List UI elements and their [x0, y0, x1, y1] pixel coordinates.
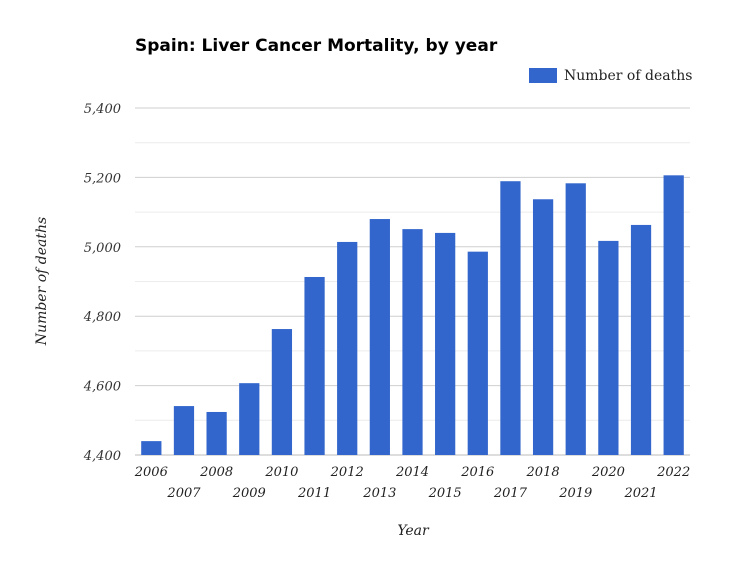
- x-tick-label: 2016: [460, 465, 494, 480]
- legend-swatch: [529, 68, 557, 83]
- x-tick-label: 2007: [166, 486, 201, 501]
- bar-2007: [173, 406, 195, 455]
- y-tick-label: 4,400: [83, 449, 121, 464]
- x-tick-label: 2022: [656, 465, 690, 480]
- legend-label: Number of deaths: [564, 68, 692, 84]
- bar-2009: [239, 383, 260, 455]
- bar-2018: [532, 199, 554, 455]
- bar-2019: [565, 183, 586, 455]
- x-tick-label: 2009: [232, 486, 266, 501]
- y-tick-label: 5,200: [84, 171, 121, 186]
- bar-2021: [630, 224, 652, 455]
- chart-title: Spain: Liver Cancer Mortality, by year: [135, 36, 498, 56]
- x-tick-label: 2015: [428, 486, 462, 501]
- bar-2010: [271, 329, 293, 455]
- x-tick-label: 2011: [297, 486, 331, 501]
- x-tick-label: 2008: [199, 465, 233, 480]
- x-tick-label: 2021: [623, 486, 657, 501]
- x-tick-label: 2020: [591, 465, 625, 480]
- x-tick-label: 2012: [330, 465, 364, 480]
- bar-2013: [369, 219, 390, 455]
- bar-2011: [304, 276, 325, 455]
- x-tick-label: 2018: [526, 465, 560, 480]
- x-tick-label: 2006: [134, 465, 168, 480]
- bar-2012: [337, 241, 358, 455]
- bar-2017: [500, 181, 521, 456]
- bar-2022: [663, 175, 684, 455]
- y-tick-label: 4,600: [83, 380, 121, 395]
- x-tick-label: 2010: [264, 465, 298, 480]
- y-tick-label: 4,800: [83, 310, 121, 325]
- x-tick-label: 2014: [395, 465, 429, 480]
- x-tick-label: 2017: [493, 486, 528, 501]
- x-axis-label: Year: [397, 523, 430, 539]
- bar-2014: [402, 229, 423, 455]
- y-tick-label: 5,000: [84, 241, 121, 256]
- y-tick-label: 5,400: [84, 102, 121, 117]
- x-tick-label: 2019: [558, 486, 592, 501]
- bar-2008: [206, 411, 227, 455]
- bar-2015: [435, 232, 456, 455]
- bar-2006: [141, 441, 162, 455]
- x-tick-label: 2013: [362, 486, 396, 501]
- y-axis-label: Number of deaths: [34, 217, 50, 346]
- bar-2016: [467, 251, 488, 455]
- bar-2020: [598, 240, 619, 455]
